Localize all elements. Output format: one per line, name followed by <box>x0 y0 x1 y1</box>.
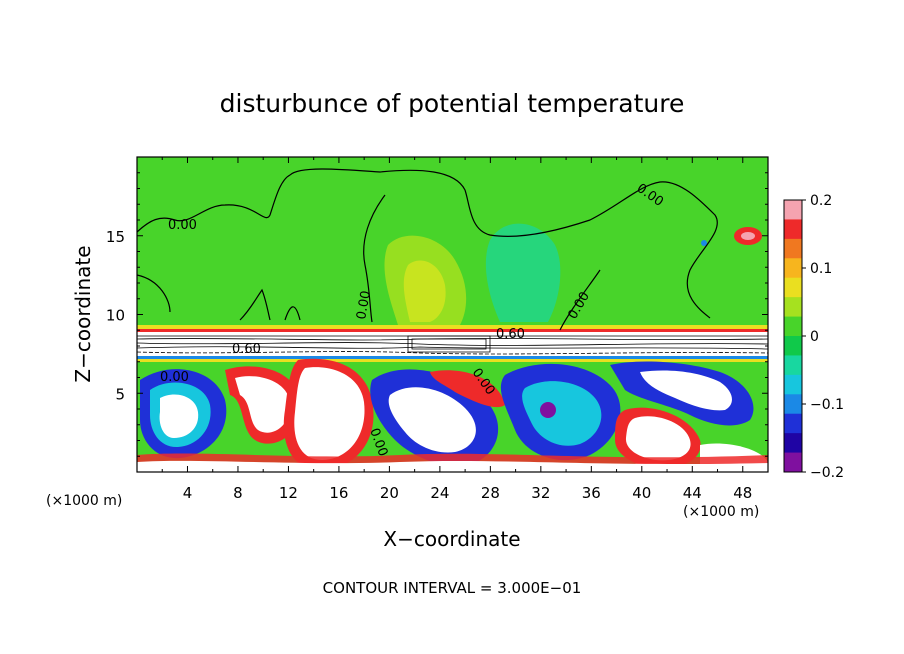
colorbar-tick-label: 0 <box>810 329 819 345</box>
contour-label: 0.60 <box>232 342 261 357</box>
colorbar-swatch <box>784 394 802 415</box>
colorbar-tick-label: −0.2 <box>810 465 844 481</box>
y-axis: 5 10 15 <box>106 172 768 457</box>
x-tick-label: 24 <box>430 484 449 502</box>
contour-label: 0.00 <box>168 218 197 233</box>
x-tick-label: 4 <box>183 484 193 502</box>
x-axis-label: X−coordinate <box>383 527 520 551</box>
y-tick-label: 5 <box>115 385 125 403</box>
colorbar-swatch <box>784 238 802 259</box>
colorbar: 0.2 0.1 0 −0.1 −0.2 <box>783 193 844 481</box>
contour-interval-footer: CONTOUR INTERVAL = 3.000E−01 <box>323 579 582 597</box>
x-unit-right: (×1000 m) <box>683 504 759 520</box>
colorbar-swatch <box>784 316 802 337</box>
chart-title: disturbunce of potential temperature <box>220 89 685 118</box>
x-unit-left: (×1000 m) <box>46 493 122 509</box>
contour-label: 0.00 <box>354 290 374 321</box>
colorbar-swatch <box>784 277 802 298</box>
colorbar-swatch <box>784 452 802 473</box>
contour-label: 0.00 <box>160 370 189 385</box>
plot-area <box>137 157 768 472</box>
x-tick-label: 8 <box>233 484 243 502</box>
y-axis-label: Z−coordinate <box>71 245 95 382</box>
colorbar-swatch <box>784 433 802 454</box>
eddies <box>137 358 768 472</box>
x-tick-label: 12 <box>279 484 298 502</box>
x-tick-label: 16 <box>329 484 348 502</box>
contour-label: 0.60 <box>496 327 525 342</box>
x-tick-label: 40 <box>632 484 651 502</box>
colorbar-swatch <box>784 336 802 356</box>
x-tick-label: 28 <box>481 484 500 502</box>
x-tick-label: 44 <box>683 484 702 502</box>
colorbar-swatch <box>784 297 802 318</box>
colorbar-swatch <box>784 219 802 240</box>
contour-lines <box>137 168 718 331</box>
colorbar-swatch <box>784 258 802 279</box>
inversion-layer <box>137 325 768 330</box>
colorbar-tick-label: −0.1 <box>810 397 844 413</box>
colorbar-swatch <box>784 413 802 434</box>
negative-plume <box>485 223 561 322</box>
x-tick-label: 48 <box>733 484 752 502</box>
x-tick-label: 32 <box>531 484 550 502</box>
y-tick-label: 10 <box>106 307 125 325</box>
x-tick-label: 20 <box>380 484 399 502</box>
colorbar-tick-label: 0.2 <box>810 193 832 209</box>
y-tick-label: 15 <box>106 228 125 246</box>
colorbar-swatch <box>784 200 802 220</box>
colorbar-tick-label: 0.1 <box>810 261 832 277</box>
colorbar-swatch <box>784 355 802 376</box>
colorbar-swatch <box>784 374 802 395</box>
x-axis: 4 8 12 16 20 24 28 32 36 40 44 48 <box>161 157 752 502</box>
x-tick-label: 36 <box>582 484 601 502</box>
